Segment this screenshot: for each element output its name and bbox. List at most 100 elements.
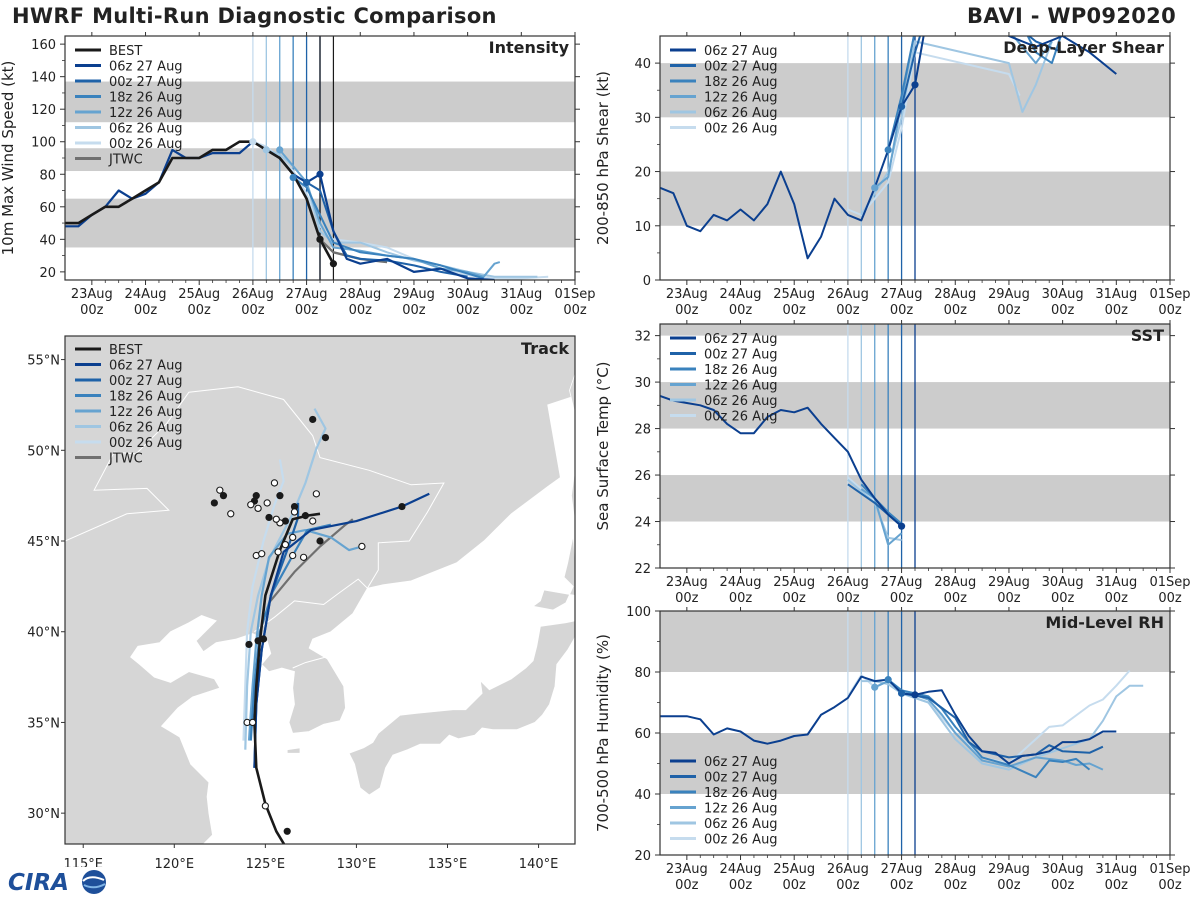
legend-label: JTWC [108,153,143,168]
x-tick-label: 00z [1105,591,1129,606]
marker-18z-26-aug [884,676,892,684]
legend-label: BEST [109,44,142,59]
x-tick-label: 27Aug [881,862,923,877]
marker-00z-27-aug [897,102,906,111]
x-tick-label: 01Sep [1149,575,1190,590]
x-tick-label: 26Aug [827,862,869,877]
x-tick-label: 31Aug [500,287,542,302]
y-tick-label: 30 [634,376,651,391]
x-tick-label: 26Aug [827,287,869,302]
y-tick-label: 100 [626,605,651,620]
series-06z-26-aug [861,680,1144,771]
best-position-marker [254,637,262,645]
x-tick-label: 00z [349,303,373,318]
y-tick-label: 0 [643,274,651,289]
legend-label: BEST [109,343,142,358]
y-tick-label: 22 [634,562,651,577]
legend-label: 12z 26 Aug [704,802,778,817]
track-12z-26-aug [247,528,363,741]
x-tick-label: 00z [1158,303,1182,318]
series-06z-27-aug [660,36,1117,260]
x-tick-label: 23Aug [71,287,113,302]
legend-label: 00z 26 Aug [109,436,183,451]
y-tick-label: 60 [39,201,56,216]
plot-frame [64,335,576,845]
panel-mid-level-rh: 2040608010023Aug00z24Aug00z25Aug00z26Aug… [594,605,1191,893]
track-06z-27-aug [253,492,430,768]
marker-best [329,260,338,268]
x-tick-label: 00z [997,303,1021,318]
x-tick-label: 30Aug [1042,287,1084,302]
x-tick-label: 29Aug [988,287,1030,302]
land-area [65,336,575,844]
x-tick-label: 27Aug [286,287,328,302]
legend-label: 12z 26 Aug [109,106,183,121]
y-tick-label: 40 [634,788,651,803]
x-tick-label: 00z [944,591,968,606]
x-tick-label: 00z [729,878,753,893]
series-06z-27-aug [660,675,1117,765]
land-area [569,373,575,523]
logo-graphic: CIRA [4,867,106,897]
best-position-marker [252,492,260,500]
marker-12z-26-aug [276,146,284,154]
forecast-position-marker [312,490,321,498]
x-tick-label: 00z [402,303,426,318]
legend-label: 06z 27 Aug [704,44,778,59]
y-tick-label: 32 [634,330,651,345]
x-tick-label: 01Sep [1149,287,1190,302]
legend-label: 00z 26 Aug [704,122,778,137]
marker-06z-26-aug [262,146,270,154]
legend-label: JTWC [108,452,143,467]
x-tick-label: 00z [890,878,914,893]
best-position-marker [259,635,268,643]
best-position-marker [276,492,284,500]
y-tick-label: 50°N [27,444,60,459]
marker-12z-26-aug [871,683,879,691]
panel-title: SST [1131,326,1164,345]
x-tick-label: 135°E [428,857,468,872]
series-18z-26-aug [292,176,484,280]
panel-title: Track [521,339,569,358]
best-position-marker [309,415,317,424]
best-position-marker [398,502,406,511]
legend-label: 00z 26 Aug [704,833,778,848]
x-tick-label: 30Aug [447,287,489,302]
marker-best [316,235,324,243]
x-tick-label: 00z [890,591,914,606]
x-tick-label: 00z [783,303,807,318]
x-tick-label: 25Aug [773,287,815,302]
legend-label: 06z 27 Aug [109,60,183,75]
x-tick-label: 31Aug [1095,575,1137,590]
track-00z-26-aug [242,459,285,741]
y-tick-label: 40 [634,57,651,72]
marker-18z-26-aug [289,173,297,182]
legend-label: 00z 27 Aug [109,75,183,90]
best-position-marker [316,537,324,545]
series-06z-26-aug [860,40,1053,216]
forecast-position-marker [248,718,257,727]
marker-12z-26-aug [871,184,879,192]
series-12z-26-aug [874,36,1053,189]
x-tick-label: 29Aug [393,287,435,302]
x-tick-label: 00z [1105,303,1129,318]
legend-label: 12z 26 Aug [704,91,778,106]
legend-label: 06z 26 Aug [109,421,183,436]
x-tick-label: 00z [1051,878,1075,893]
y-tick-label: 140 [31,71,56,86]
x-tick-label: 120°E [155,857,195,872]
x-tick-label: 00z [944,303,968,318]
panel-title: Deep-Layer Shear [1003,38,1164,57]
x-tick-label: 27Aug [881,287,923,302]
x-tick-label: 23Aug [666,575,708,590]
x-tick-label: 00z [188,303,212,318]
y-tick-label: 30°N [27,807,60,822]
forecast-position-marker [247,501,255,509]
x-tick-label: 01Sep [1149,862,1190,877]
series-18z-26-aug [887,36,1062,151]
panel-sst: 22242628303223Aug00z24Aug00z25Aug00z26Au… [594,320,1191,606]
forecast-position-marker [270,479,279,487]
forecast-position-marker [274,548,282,556]
marker-06z-27-aug [897,522,906,530]
